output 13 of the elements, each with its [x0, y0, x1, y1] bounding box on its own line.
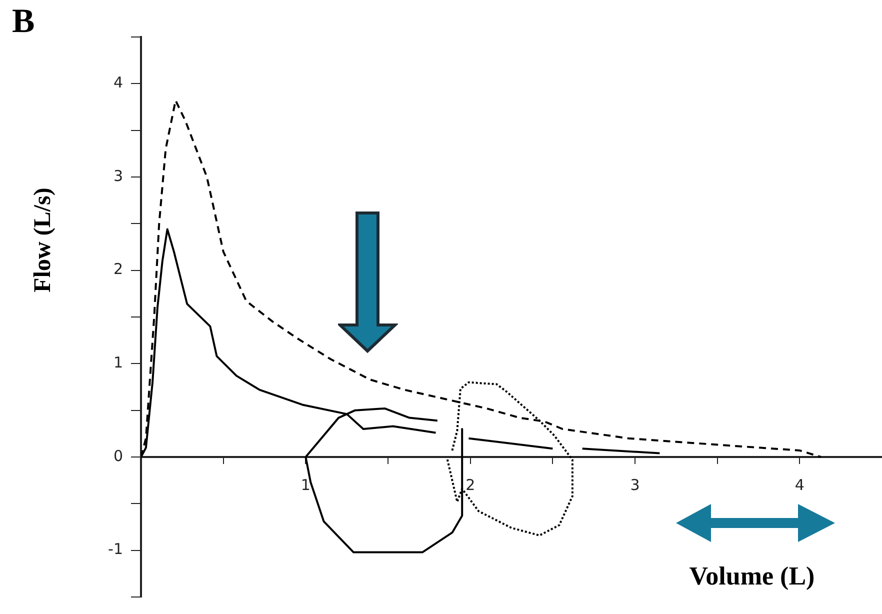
y-tick-label: 0 [113, 446, 123, 465]
chart-title: B [12, 2, 35, 40]
y-axis-title: Flow (L/s) [30, 188, 56, 292]
y-tick-label: 4 [113, 74, 123, 92]
y-tick-label: -1 [108, 540, 123, 558]
x-tick-label: 3 [630, 476, 640, 494]
y-tick-label: 1 [113, 354, 123, 372]
y-tick-label: 3 [113, 166, 123, 185]
x-axis-title: Volume (L) [689, 562, 815, 591]
y-tick-label: 2 [113, 260, 123, 278]
x-tick-label: 2 [466, 476, 476, 494]
x-tick-label: 4 [794, 476, 804, 494]
x-tick-label: 1 [300, 476, 310, 494]
